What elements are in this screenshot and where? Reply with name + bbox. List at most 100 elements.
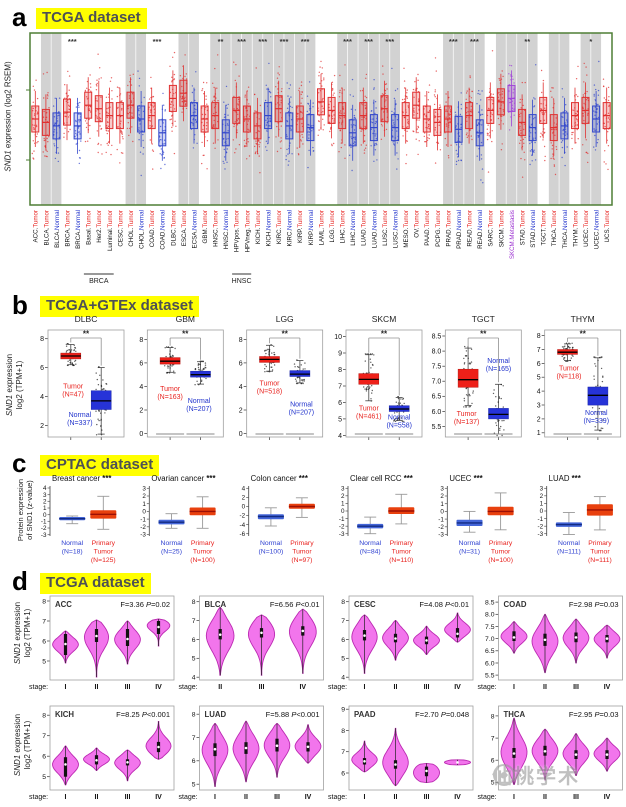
svg-text:CESC.Tumor: CESC.Tumor [117,210,124,247]
svg-text:-1: -1 [140,516,146,523]
svg-text:STAD.Tumor: STAD.Tumor [520,210,527,245]
svg-text:(N=125): (N=125) [91,557,116,564]
svg-text:Ovarian cancer ***: Ovarian cancer *** [151,474,216,483]
svg-text:BLCA: BLCA [205,600,227,609]
svg-text:4: 4 [43,485,47,492]
svg-text:2: 2 [139,407,143,414]
svg-text:7: 7 [341,749,345,756]
svg-text:3: 3 [341,486,345,493]
svg-text:UCEC.Tumor: UCEC.Tumor [583,210,590,247]
svg-text:8: 8 [338,367,342,374]
svg-text:Tumor: Tumor [160,386,181,393]
svg-text:6: 6 [40,365,44,372]
svg-text:HNSC.Tumor: HNSC.Tumor [213,210,220,247]
svg-text:6: 6 [338,400,342,407]
svg-text:stage:: stage: [478,684,497,691]
svg-text:5: 5 [42,774,46,781]
svg-text:-4: -4 [240,522,246,529]
svg-text:Primary: Primary [390,540,414,547]
svg-text:Tumor: Tumor [359,406,380,413]
svg-text:***: *** [470,37,479,46]
svg-text:2: 2 [242,495,246,502]
svg-text:Tumor: Tumor [63,384,84,391]
svg-text:Normal: Normal [290,401,313,408]
svg-text:II: II [394,794,398,801]
svg-text:(N=84): (N=84) [360,549,381,556]
svg-text:5: 5 [338,416,342,423]
svg-text:6: 6 [192,637,196,644]
svg-text:(N=111): (N=111) [588,557,612,564]
svg-text:**: ** [524,37,530,46]
svg-text:2: 2 [40,423,44,430]
svg-text:***: *** [68,37,77,46]
svg-text:**: ** [580,330,587,339]
svg-text:0: 0 [440,509,444,516]
svg-text:8: 8 [491,713,495,720]
svg-text:HNSC: HNSC [232,278,252,285]
svg-text:Primary: Primary [489,540,513,547]
svg-text:LUAD.Normal: LUAD.Normal [371,210,378,248]
svg-text:-3: -3 [438,532,444,539]
svg-text:5: 5 [192,782,196,789]
svg-text:2: 2 [440,493,444,500]
svg-text:-2: -2 [240,513,246,520]
svg-text:-1: -1 [538,516,544,523]
svg-text:6.5: 6.5 [485,648,495,655]
svg-text:F=8.25 P<0.001: F=8.25 P<0.001 [116,710,170,719]
svg-text:COAD.Normal: COAD.Normal [160,210,167,250]
svg-text:**: ** [480,330,487,339]
svg-text:-2: -2 [538,523,544,530]
svg-text:(N=100): (N=100) [259,549,284,556]
svg-text:F=2.98 P=0.03: F=2.98 P=0.03 [569,600,619,609]
svg-text:KIRP.Tumor: KIRP.Tumor [297,210,304,243]
svg-text:**: ** [282,330,289,339]
svg-text:Clear cell RCC ***: Clear cell RCC *** [350,474,414,483]
svg-text:1: 1 [341,501,345,508]
svg-text:LUAD.Tumor: LUAD.Tumor [361,210,368,246]
svg-text:(N=207): (N=207) [289,409,314,416]
svg-text:(N=100): (N=100) [190,557,215,564]
svg-text:BLCA.Tumor: BLCA.Tumor [43,210,50,246]
svg-text:6: 6 [491,758,495,765]
svg-text:Tumor: Tumor [457,411,478,418]
svg-text:F=6.56 P<0.01: F=6.56 P<0.01 [270,600,320,609]
svg-text:10: 10 [334,334,342,341]
svg-text:Normal: Normal [388,415,411,422]
svg-text:5: 5 [537,375,541,382]
svg-text:stage:: stage: [29,684,48,691]
svg-text:***: *** [385,37,394,46]
svg-text:II: II [95,684,99,691]
svg-text:Normal: Normal [69,412,92,419]
svg-text:THCA.Normal: THCA.Normal [562,210,569,249]
panel-b-ylabel: SND1 expression log2 (TPM+1) [5,353,24,417]
svg-text:F=4.08 P<0.01: F=4.08 P<0.01 [419,600,469,609]
svg-text:(N=97): (N=97) [291,557,312,564]
svg-text:6: 6 [341,770,345,777]
svg-text:ECSA.Normal: ECSA.Normal [191,210,198,249]
svg-text:-3: -3 [538,531,544,538]
svg-text:3: 3 [43,492,47,499]
svg-text:IV: IV [299,684,306,691]
svg-text:CHOL.Normal: CHOL.Normal [139,210,146,249]
svg-text:4: 4 [242,486,246,493]
svg-text:KIRC.Normal: KIRC.Normal [287,210,294,246]
svg-text:4: 4 [338,433,342,440]
svg-text:5: 5 [341,656,345,663]
svg-text:UCS.Tumor: UCS.Tumor [604,210,611,242]
svg-text:IV: IV [155,684,162,691]
svg-text:CESC: CESC [354,600,376,609]
svg-text:(N=18): (N=18) [62,549,83,556]
svg-text:4: 4 [341,675,345,682]
panel-a-ylabel: SND1 expression (log2 RSEM) [3,61,13,172]
svg-text:I: I [364,794,366,801]
svg-text:0: 0 [239,431,243,438]
svg-text:Basal.Tumor: Basal.Tumor [86,210,93,245]
svg-text:F=2.95 P=0.03: F=2.95 P=0.03 [569,710,619,719]
svg-text:GBM: GBM [176,314,195,324]
svg-text:(N=110): (N=110) [389,557,413,564]
svg-text:7.0: 7.0 [432,379,442,386]
panel-a-letter: a [12,2,27,32]
svg-text:8: 8 [139,337,143,344]
svg-text:IV: IV [305,794,312,801]
svg-text:Normal: Normal [61,540,83,547]
